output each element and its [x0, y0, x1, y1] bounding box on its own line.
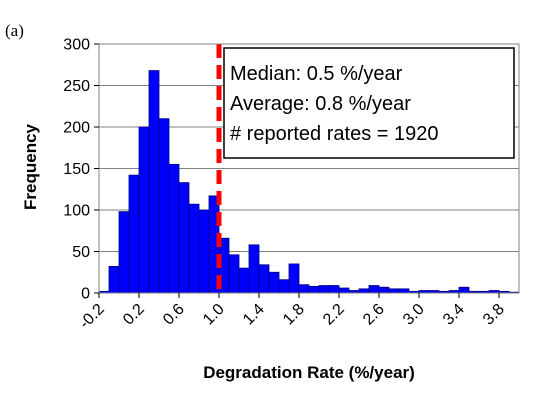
annotation-box: Median: 0.5 %/year Average: 0.8 %/year #… [223, 47, 515, 159]
x-axis-ticks: -0.2 0.2 0.6 1.0 1.4 1.8 2.2 2.6 3.0 3.4 3.8 [76, 293, 508, 332]
x-tick-label: 3.4 [440, 301, 468, 329]
histogram-bar [298, 284, 310, 294]
histogram-bar [318, 285, 330, 294]
histogram-bar [148, 70, 160, 294]
histogram-bar [188, 203, 200, 294]
histogram-bar [268, 271, 280, 294]
x-axis-title: Degradation Rate (%/year) [203, 363, 415, 382]
y-tick-label: 250 [63, 78, 90, 95]
x-tick-label: 1.8 [280, 301, 308, 329]
histogram-bar [108, 266, 120, 294]
annotation-count: # reported rates = 1920 [230, 123, 438, 145]
x-tick-label: 1.0 [200, 301, 228, 329]
histogram-bar [378, 286, 390, 294]
y-axis-title: Frequency [21, 123, 40, 210]
annotation-median: Median: 0.5 %/year [230, 63, 403, 85]
histogram-bar [328, 285, 340, 294]
y-axis-ticks: 0 50 100 150 200 250 300 [63, 37, 99, 303]
histogram-bar [118, 211, 130, 294]
x-tick-label: 3.0 [400, 301, 428, 329]
histogram-bar [198, 209, 210, 294]
histogram-bar [358, 288, 370, 294]
y-tick-label: 150 [63, 161, 90, 178]
x-tick-label: 2.6 [360, 301, 388, 329]
annotation-average: Average: 0.8 %/year [230, 93, 411, 115]
x-tick-label: -0.2 [76, 301, 108, 333]
histogram-bar [288, 263, 300, 294]
histogram-bar [128, 174, 140, 294]
histogram-bar [168, 163, 180, 294]
histogram-bar [308, 285, 320, 294]
histogram-bar [388, 288, 400, 294]
x-tick-label: 0.2 [120, 301, 148, 329]
histogram-bar [278, 279, 290, 294]
histogram-bar [248, 244, 260, 294]
histogram-bar [228, 254, 240, 294]
y-tick-label: 200 [63, 120, 90, 137]
histogram-bar [258, 264, 270, 294]
histogram-bar [458, 286, 470, 294]
histogram-bar [138, 126, 150, 294]
histogram-bar [238, 267, 250, 294]
histogram-bar [338, 287, 350, 294]
histogram-bars [98, 70, 520, 294]
histogram-bar [398, 288, 410, 294]
y-tick-label: 100 [63, 203, 90, 220]
y-tick-label: 0 [81, 286, 90, 303]
panel-label: (a) [5, 21, 24, 40]
x-tick-label: 1.4 [240, 301, 268, 329]
x-tick-label: 0.6 [160, 301, 188, 329]
y-tick-label: 50 [72, 244, 90, 261]
x-tick-label: 3.8 [480, 301, 508, 329]
y-tick-label: 300 [63, 37, 90, 54]
annotation-box-frame [223, 47, 515, 159]
histogram-bar [178, 182, 190, 294]
histogram-bar [158, 118, 170, 294]
histogram-bar [368, 285, 380, 294]
x-tick-label: 2.2 [320, 301, 348, 329]
